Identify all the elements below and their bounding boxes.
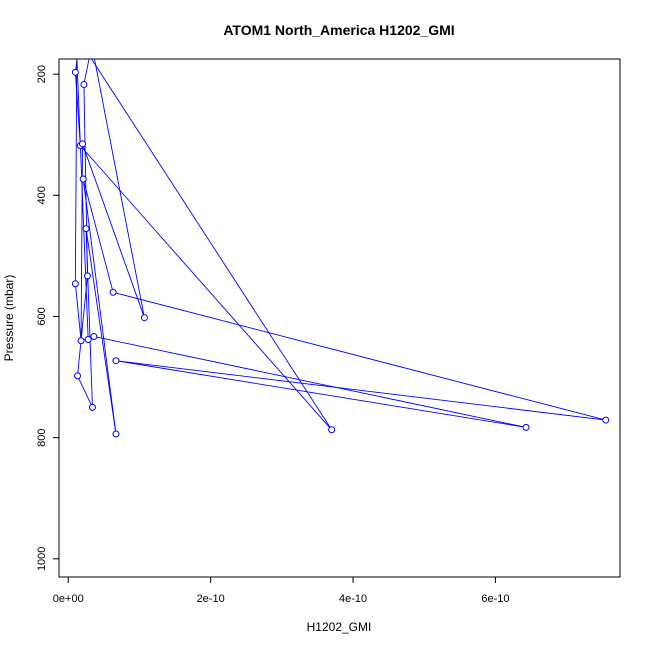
series-line-segment — [74, 283, 82, 341]
series-line-segment — [91, 59, 333, 431]
data-point — [602, 416, 610, 424]
data-point — [88, 403, 96, 411]
data-point — [90, 332, 98, 340]
data-point — [74, 372, 82, 380]
data-point — [71, 68, 79, 76]
chart-title: ATOM1 North_America H1202_GMI — [223, 22, 454, 38]
series-line-segment — [94, 59, 145, 318]
series-line-segment — [80, 145, 333, 431]
series-line-segment — [115, 360, 527, 428]
series-layer — [71, 59, 610, 438]
series-line-segment — [93, 336, 527, 428]
data-point — [83, 272, 91, 280]
x-tick-label: 4e-10 — [339, 593, 367, 605]
x-tick-label: 0e+00 — [53, 593, 84, 605]
y-tick-label: 800 — [36, 428, 48, 446]
x-tick-label: 2e-10 — [197, 593, 225, 605]
data-point — [80, 80, 88, 88]
series-line-segment — [82, 178, 117, 435]
series-line-segment — [115, 360, 606, 421]
y-tick-label: 400 — [36, 186, 48, 204]
y-axis: 200 400 600 800 1000 — [36, 65, 60, 571]
data-point — [112, 430, 120, 438]
data-point — [79, 175, 87, 183]
series-line-segment — [85, 228, 117, 435]
y-axis-label: Pressure (mbar) — [2, 275, 16, 362]
y-tick-label: 600 — [36, 307, 48, 325]
series-line-segment — [83, 59, 90, 85]
x-axis: 0e+00 2e-10 4e-10 6e-10 — [53, 576, 509, 605]
series-line-segment — [77, 375, 93, 408]
data-point — [71, 280, 79, 288]
data-point — [522, 423, 530, 431]
series-line-segment — [112, 291, 606, 421]
y-tick-label: 1000 — [36, 547, 48, 571]
series-line-segment — [74, 59, 78, 284]
data-point — [328, 426, 336, 434]
data-point — [82, 225, 90, 233]
series-line-segment — [77, 275, 88, 376]
x-tick-label: 6e-10 — [481, 593, 509, 605]
data-point — [140, 314, 148, 322]
x-axis-label: H1202_GMI — [307, 620, 372, 634]
data-point — [84, 336, 92, 344]
data-point — [78, 140, 86, 148]
series-line-segment — [82, 178, 114, 293]
y-tick-label: 200 — [36, 65, 48, 83]
series-line-segment — [85, 228, 93, 408]
series-line-segment — [82, 143, 145, 318]
data-point — [112, 357, 120, 365]
data-point — [109, 288, 117, 296]
data-point — [77, 337, 85, 345]
